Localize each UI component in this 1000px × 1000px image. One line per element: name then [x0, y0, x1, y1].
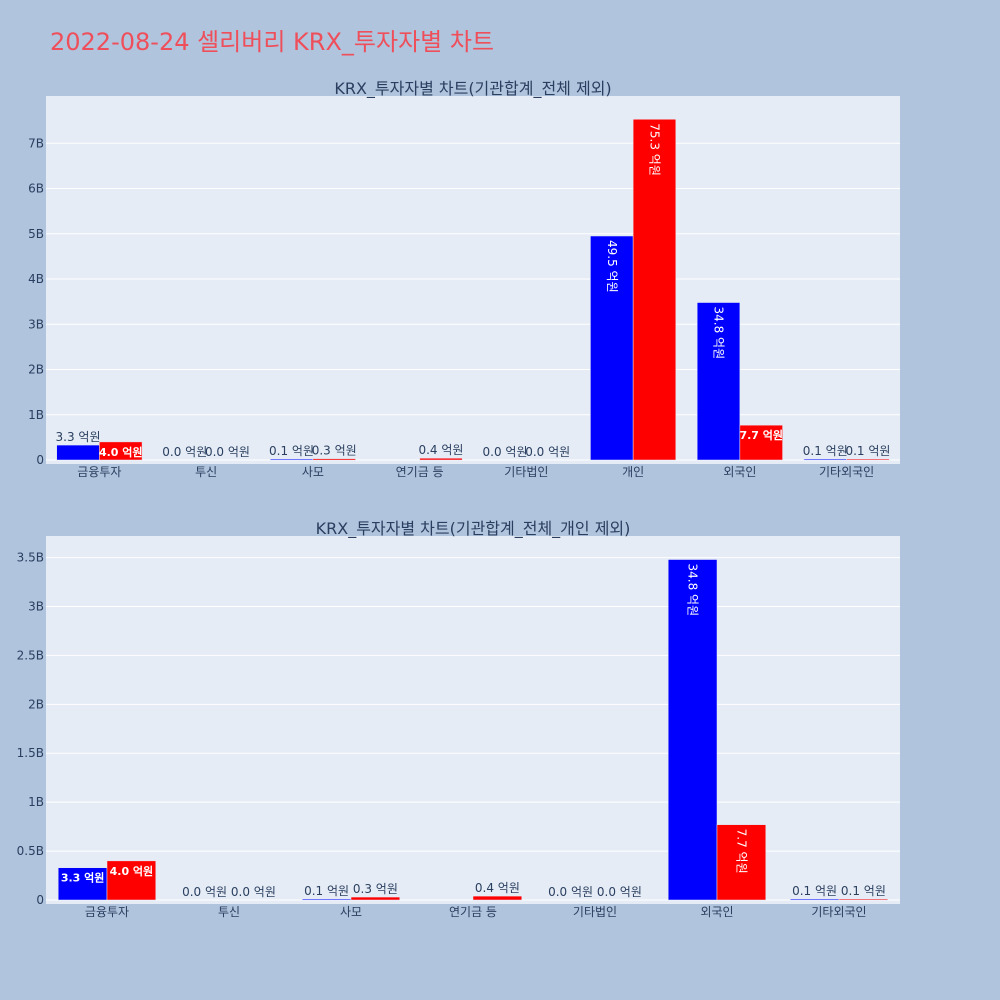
data-label: 4.0 억원: [110, 864, 154, 878]
x-tick-label: 사모: [340, 905, 362, 919]
plot-area: [46, 536, 900, 904]
chart-2: KRX_투자자별 차트(기관합계_전체_개인 제외) 0 0.5B 1B 1.5B 2B 2…: [17, 519, 900, 919]
data-label: 0.0 억원: [205, 445, 250, 459]
y-tick-label: 3B: [28, 317, 44, 331]
x-tick-label: 개인: [622, 465, 644, 479]
y-tick-label: 5B: [28, 227, 44, 241]
y-tick-label: 6B: [28, 182, 44, 196]
data-label: 34.8 억원: [686, 564, 700, 617]
y-tick-label: 1.5B: [17, 746, 44, 760]
bar: [739, 424, 783, 461]
y-tick-label: 1B: [28, 408, 44, 422]
x-tick-label: 기타법인: [573, 905, 617, 919]
plot-area: [46, 96, 900, 464]
bar: [667, 559, 718, 901]
x-tick-label: 사모: [302, 465, 324, 479]
bar: [632, 119, 677, 461]
bar: [846, 458, 890, 461]
y-tick-label: 2B: [28, 697, 44, 711]
data-label: 3.3 억원: [61, 871, 105, 885]
data-label: 0.1 억원: [269, 444, 314, 458]
data-label: 0.1 억원: [803, 444, 848, 458]
data-label: 0.0 억원: [597, 885, 642, 899]
y-tick-label: 0: [36, 893, 44, 907]
bar: [56, 444, 100, 461]
x-tick-label: 투신: [195, 465, 217, 479]
data-label: 7.7 억원: [739, 428, 783, 442]
data-label: 0.0 억원: [231, 885, 276, 899]
data-label: 0.1 억원: [845, 444, 890, 458]
bar: [472, 895, 523, 901]
data-label: 34.8 억원: [712, 307, 726, 360]
data-label: 0.1 억원: [792, 884, 837, 898]
bar: [696, 302, 741, 461]
bar: [419, 457, 463, 461]
data-label: 0.0 억원: [548, 885, 593, 899]
bar: [838, 898, 889, 901]
data-label: 0.3 억원: [312, 444, 357, 458]
data-label: 0.0 억원: [182, 885, 227, 899]
y-tick-label: 2.5B: [17, 648, 44, 662]
bar: [106, 860, 157, 901]
x-tick-label: 외국인: [700, 905, 733, 919]
x-tick-label: 기타법인: [504, 465, 548, 479]
x-tick-label: 연기금 등: [396, 465, 444, 479]
x-tick-label: 연기금 등: [449, 905, 497, 919]
x-tick-label: 금융투자: [85, 905, 129, 919]
y-tick-label: 1B: [28, 795, 44, 809]
data-label: 75.3 억원: [647, 123, 661, 176]
x-tick-label: 기타외국인: [819, 465, 874, 479]
data-label: 0.0 억원: [483, 445, 528, 459]
data-label: 0.3 억원: [353, 882, 398, 896]
bar: [269, 458, 314, 461]
data-label: 0.1 억원: [304, 884, 349, 898]
chart-title: KRX_투자자별 차트(기관합계_전체 제외): [334, 79, 611, 99]
data-label: 0.1 억원: [841, 884, 886, 898]
bar: [312, 458, 356, 461]
bar: [99, 441, 143, 461]
x-tick-label: 기타외국인: [811, 905, 866, 919]
data-label: 0.4 억원: [475, 881, 520, 895]
y-tick-label: 7B: [28, 136, 44, 150]
data-label: 0.0 억원: [525, 445, 570, 459]
y-tick-label: 4B: [28, 272, 44, 286]
x-tick-label: 투신: [218, 905, 240, 919]
y-tick-label: 2B: [28, 363, 44, 377]
data-label: 49.5 억원: [605, 240, 619, 293]
data-label: 0.4 억원: [418, 443, 463, 457]
y-tick-label: 3.5B: [17, 551, 44, 565]
bar: [716, 824, 767, 901]
page-title: 2022-08-24 셀리버리 KRX_투자자별 차트: [50, 28, 495, 56]
bar: [301, 898, 352, 901]
bar: [590, 235, 634, 461]
data-label: 0.0 억원: [162, 445, 207, 459]
data-label: 4.0 억원: [99, 445, 143, 459]
y-tick-label: 0: [36, 453, 44, 467]
x-tick-label: 외국인: [723, 465, 756, 479]
x-tick-label: 금융투자: [77, 465, 121, 479]
bar: [789, 898, 840, 901]
y-tick-label: 3B: [28, 599, 44, 613]
bar: [803, 458, 847, 461]
y-tick-label: 0.5B: [17, 844, 44, 858]
chart-title: KRX_투자자별 차트(기관합계_전체_개인 제외): [316, 519, 631, 539]
bar: [350, 896, 401, 901]
bar: [57, 867, 108, 901]
data-label: 7.7 억원: [734, 829, 748, 874]
data-label: 3.3 억원: [56, 430, 101, 444]
chart-1: KRX_투자자별 차트(기관합계_전체 제외) 0 1B 2B 3B 4B 5B 6B 7B 금융…: [28, 79, 900, 479]
